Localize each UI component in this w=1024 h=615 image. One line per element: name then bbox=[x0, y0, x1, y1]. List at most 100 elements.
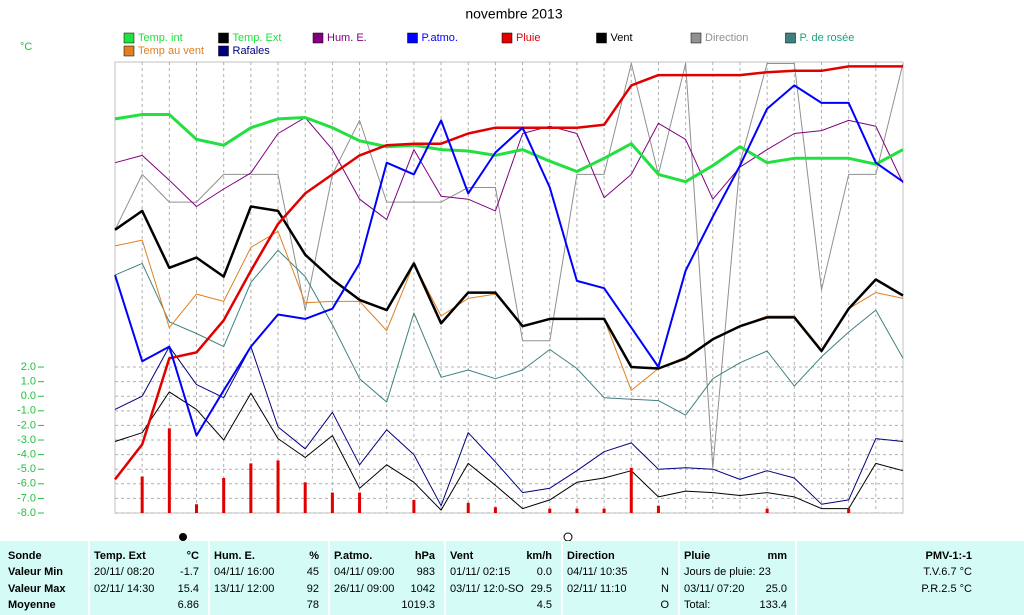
legend-label: Temp. Ext bbox=[233, 32, 282, 44]
cell-value: 6.86 bbox=[177, 599, 199, 611]
rain-bar bbox=[548, 508, 552, 513]
column-separator bbox=[88, 541, 90, 615]
cell-label: 01/11/ 02:15 bbox=[450, 566, 511, 578]
cell-value: 0.0 bbox=[536, 566, 552, 578]
rain-bar bbox=[765, 508, 769, 513]
cell-label: 03/11/ 12:0-SO bbox=[450, 583, 524, 595]
y-tick-label: -8.0 bbox=[17, 507, 36, 519]
column-header: Temp. Ext bbox=[94, 550, 146, 562]
chart-title: novembre 2013 bbox=[465, 6, 563, 22]
series-line bbox=[114, 205, 904, 370]
legend-label: P.atmo. bbox=[422, 32, 459, 44]
rain-bar bbox=[656, 505, 660, 513]
legend-label: Hum. E. bbox=[327, 32, 367, 44]
legend-swatch bbox=[312, 32, 324, 44]
y-tick-label: -1.0 bbox=[17, 405, 36, 417]
cell-value: P.R.2.5 °C bbox=[921, 583, 972, 595]
cell-value: O bbox=[660, 599, 669, 611]
legend-swatch bbox=[123, 45, 135, 57]
rain-bar bbox=[167, 428, 171, 513]
legend-swatch bbox=[123, 32, 135, 44]
y-tick-label: -3.0 bbox=[17, 434, 36, 446]
legend-label: Direction bbox=[705, 32, 748, 44]
y-tick-label: 2.0 bbox=[21, 361, 36, 373]
row-label: Valeur Min bbox=[8, 566, 64, 578]
y-tick-label: -6.0 bbox=[17, 478, 36, 490]
rain-bar bbox=[412, 499, 416, 513]
column-unit: °C bbox=[186, 550, 199, 562]
legend-label: Rafales bbox=[233, 45, 271, 57]
cell-value: -1.7 bbox=[180, 566, 199, 578]
column-separator bbox=[328, 541, 330, 615]
column-unit: mm bbox=[767, 550, 787, 562]
plot-frame bbox=[114, 61, 904, 514]
rain-bar bbox=[493, 507, 497, 513]
series-line bbox=[114, 113, 904, 184]
series-line bbox=[114, 63, 904, 469]
column-header: PMV-1:-1 bbox=[925, 550, 972, 562]
series-line bbox=[114, 346, 904, 507]
rain-bar bbox=[140, 476, 144, 513]
rain-bar bbox=[276, 460, 280, 513]
rain-bar bbox=[249, 463, 253, 513]
column-separator bbox=[208, 541, 210, 615]
legend-swatch bbox=[218, 45, 229, 57]
series-line bbox=[114, 65, 903, 481]
y-tick-label: 0.0 bbox=[21, 390, 36, 402]
rain-bar bbox=[358, 492, 362, 513]
legend-swatch bbox=[407, 32, 418, 44]
legend-label: P. de rosée bbox=[800, 32, 855, 44]
column-header: Pluie bbox=[684, 550, 711, 562]
series-line bbox=[114, 249, 904, 416]
legend-swatch bbox=[501, 32, 513, 44]
rain-bar bbox=[303, 482, 307, 513]
column-header: P.atmo. bbox=[334, 550, 373, 562]
legend-label: Vent bbox=[611, 32, 633, 44]
y-tick-label: -4.0 bbox=[17, 449, 36, 461]
rain-bar bbox=[195, 504, 199, 513]
column-header: Vent bbox=[450, 550, 474, 562]
column-header: Direction bbox=[567, 550, 615, 562]
cell-value: 983 bbox=[416, 566, 435, 578]
column-unit: km/h bbox=[526, 550, 552, 562]
row-label: Moyenne bbox=[8, 599, 56, 611]
cell-label: 02/11/ 11:10 bbox=[567, 583, 627, 595]
rain-bar bbox=[847, 508, 851, 513]
cell-label: 04/11/ 10:35 bbox=[567, 566, 628, 578]
rain-bar bbox=[330, 492, 334, 513]
row-label: Sonde bbox=[8, 550, 42, 562]
rain-bar bbox=[222, 477, 226, 513]
legend-label: Temp au vent bbox=[138, 45, 204, 57]
cell-value: N bbox=[661, 583, 669, 595]
legend-swatch bbox=[785, 32, 796, 44]
cell-value: T.V.6.7 °C bbox=[923, 566, 972, 578]
rain-bar bbox=[466, 502, 470, 513]
stats-table: Sonde Valeur Min Valeur Max Moyenne Temp. Ex… bbox=[0, 541, 1024, 615]
column-separator bbox=[795, 541, 797, 615]
cell-value: 1042 bbox=[410, 583, 435, 595]
column-separator bbox=[561, 541, 563, 615]
cell-label: 04/11/ 16:00 bbox=[214, 566, 275, 578]
moon-icon bbox=[179, 533, 187, 541]
cell-value: 45 bbox=[306, 566, 319, 578]
cell-label: 03/11/ 07:20 bbox=[684, 583, 745, 595]
cell-label: Total: bbox=[684, 599, 711, 611]
column-header: Hum. E. bbox=[214, 550, 255, 562]
column-unit: hPa bbox=[414, 550, 435, 562]
y-tick-label: -2.0 bbox=[17, 419, 36, 431]
cell-value: 25.0 bbox=[765, 583, 787, 595]
column-separator bbox=[678, 541, 680, 615]
cell-value: 78 bbox=[306, 599, 319, 611]
cell-label: 26/11/ 09:00 bbox=[334, 583, 395, 595]
y-tick-label: -7.0 bbox=[17, 492, 36, 504]
row-label: Valeur Max bbox=[8, 583, 66, 595]
cell-label: 13/11/ 12:00 bbox=[214, 583, 275, 595]
series-line bbox=[114, 391, 904, 511]
legend-label: Pluie bbox=[516, 32, 540, 44]
column-unit: % bbox=[309, 550, 319, 562]
cell-label: 02/11/ 14:30 bbox=[94, 583, 155, 595]
rain-bar bbox=[602, 508, 606, 513]
cell-value: 92 bbox=[306, 583, 319, 595]
chart: novembre 2013 °C 2.0 1.0 0.0 -1.0 -2.0 -3.0 -4… bbox=[17, 6, 904, 541]
moon-icon bbox=[563, 532, 573, 541]
